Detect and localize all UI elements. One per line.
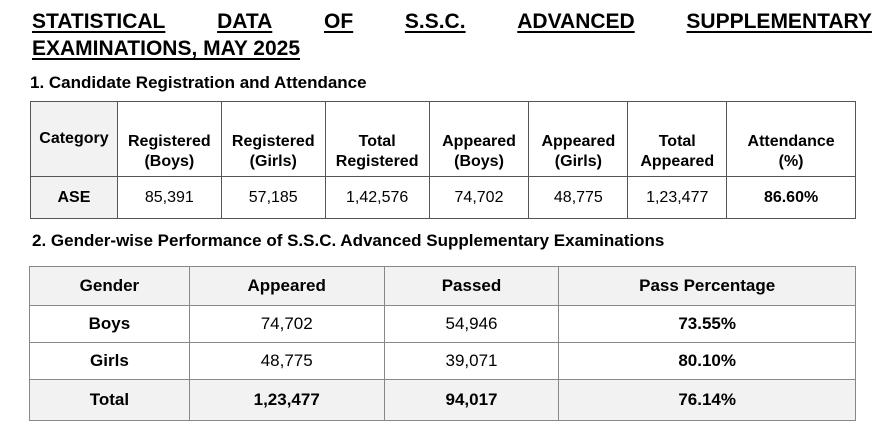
header-pass-percentage: Pass Percentage [558, 266, 856, 306]
cell-passed: 94,017 [383, 379, 560, 421]
cell-attendance: 86.60% [726, 176, 856, 219]
header-appeared-girls: Appeared (Girls) [528, 101, 629, 177]
title-word: S.S.C. [404, 10, 466, 33]
cell-appeared-girls: 48,775 [528, 176, 629, 219]
header-attendance: Attendance (%) [726, 101, 856, 177]
cell-passed: 54,946 [383, 305, 560, 343]
title-word: STATISTICAL [32, 10, 166, 33]
registration-attendance-table: Category Registered (Boys) Registered (Gir… [30, 101, 856, 219]
title-word: SUPPLEMENTARY [686, 10, 872, 33]
header-gender: Gender [29, 266, 190, 306]
title-line-1: STATISTICAL DATA OF S.S.C. ADVANCED SUPP… [32, 8, 872, 35]
cell-appeared-boys: 74,702 [428, 176, 530, 219]
cell-gender: Boys [29, 305, 190, 343]
cell-appeared: 74,702 [188, 305, 385, 343]
cell-registered-boys: 85,391 [116, 176, 222, 219]
header-category: Category [30, 101, 118, 177]
table-row: Girls 48,775 39,071 80.10% [29, 342, 856, 380]
header-registered-girls: Registered (Girls) [220, 101, 326, 177]
cell-pass-percentage: 73.55% [558, 305, 856, 343]
table-row-total: Total 1,23,477 94,017 76.14% [29, 379, 856, 421]
cell-pass-percentage: 80.10% [558, 342, 856, 380]
table-row: Boys 74,702 54,946 73.55% [29, 305, 856, 343]
cell-passed: 39,071 [383, 342, 560, 380]
header-total-appeared: Total Appeared [627, 101, 728, 177]
section-2-heading: 2. Gender-wise Performance of S.S.C. Adv… [32, 231, 665, 250]
cell-category: ASE [30, 176, 118, 219]
cell-total-appeared: 1,23,477 [627, 176, 728, 219]
table-header-row: Category Registered (Boys) Registered (Gir… [30, 101, 856, 177]
title-word: ADVANCED [517, 10, 635, 33]
header-passed: Passed [383, 266, 560, 306]
table-header-row: Gender Appeared Passed Pass Percentage [29, 266, 856, 306]
section-1-heading: 1. Candidate Registration and Attendance [30, 73, 367, 92]
cell-registered-girls: 57,185 [220, 176, 326, 219]
table-row: ASE 85,391 57,185 1,42,576 74,702 48,775… [30, 176, 856, 219]
gender-performance-table: Gender Appeared Passed Pass Percentage B… [29, 266, 856, 421]
title-word: DATA [217, 10, 273, 33]
cell-appeared: 48,775 [188, 342, 385, 380]
document-title: STATISTICAL DATA OF S.S.C. ADVANCED SUPP… [32, 8, 872, 62]
cell-total-registered: 1,42,576 [324, 176, 430, 219]
title-line-2: EXAMINATIONS, MAY 2025 [32, 37, 301, 60]
cell-pass-percentage: 76.14% [558, 379, 856, 421]
cell-gender: Total [29, 379, 190, 421]
cell-appeared: 1,23,477 [188, 379, 385, 421]
header-registered-boys: Registered (Boys) [116, 101, 222, 177]
header-appeared: Appeared [188, 266, 385, 306]
header-total-registered: Total Registered [324, 101, 430, 177]
header-appeared-boys: Appeared (Boys) [428, 101, 530, 177]
title-word: OF [324, 10, 354, 33]
cell-gender: Girls [29, 342, 190, 380]
